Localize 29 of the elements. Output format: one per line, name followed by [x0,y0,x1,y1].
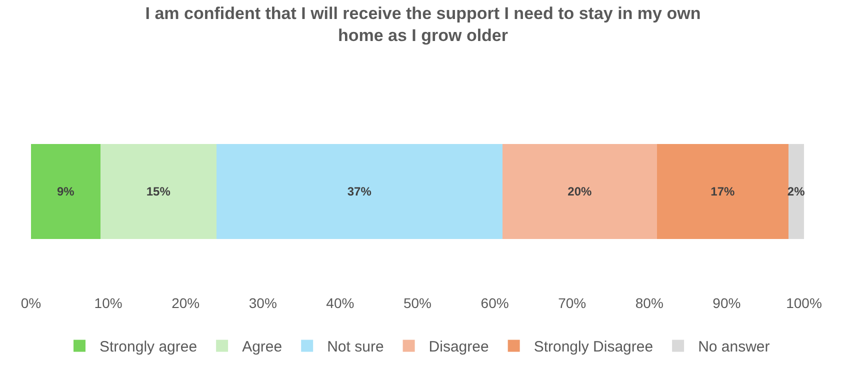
x-tick-label: 10% [94,295,122,311]
bar [788,144,804,240]
legend-label: Not sure [327,338,384,356]
data-label: 37% [347,184,372,198]
legend-label: Disagree [428,338,489,356]
legend-label: No answer [698,338,770,356]
bar [657,144,789,240]
legend-label: Agree [242,338,282,356]
x-tick-label: 40% [326,295,354,311]
bar [31,144,101,240]
x-tick-label: 100% [786,295,822,311]
bar [100,144,217,240]
data-label: 9% [56,184,75,198]
legend-label: Strongly Disagree [534,338,654,356]
bar [216,144,503,240]
legend-label: Strongly agree [100,338,198,356]
x-tick-label: 50% [403,295,432,311]
data-label: 20% [568,184,592,198]
x-tick-label: 80% [635,295,664,311]
data-label: 17% [710,184,736,198]
x-tick-label: 90% [712,295,741,311]
x-tick-label: 60% [480,295,509,311]
data-label: 15% [146,184,171,198]
chart-title: I am confident that I will receive the support I need to stay in my own home as I grow older [145,4,701,45]
x-tick-label: 0% [20,295,42,311]
x-tick-label: 20% [172,295,200,311]
bar [502,144,658,240]
x-tick-label: 30% [248,295,277,311]
x-tick-label: 70% [558,295,586,311]
